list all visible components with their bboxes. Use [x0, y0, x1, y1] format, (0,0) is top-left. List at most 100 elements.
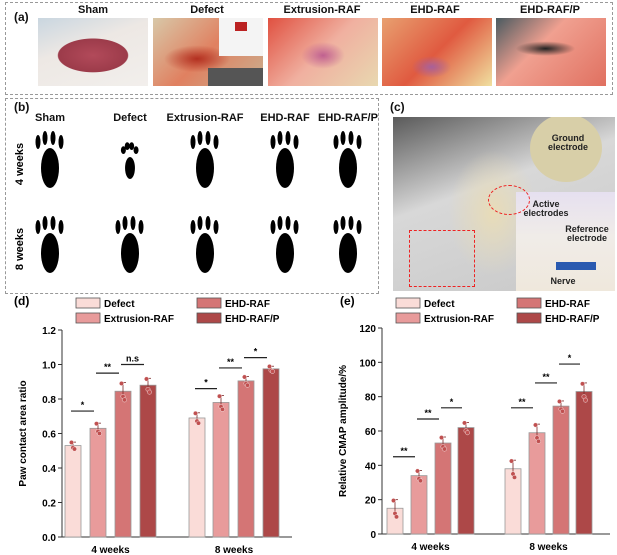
- x-tick-label: 8 weeks: [529, 542, 568, 553]
- bar: [139, 384, 157, 538]
- significance-label: *: [450, 397, 454, 407]
- data-point: [220, 406, 225, 412]
- highlight-box: [409, 230, 475, 287]
- y-tick-label: 1.0: [42, 361, 56, 372]
- y-tick-label: 60: [365, 427, 377, 438]
- paw-prints: [35, 131, 362, 273]
- data-point: [122, 397, 127, 403]
- photo-defect: [153, 18, 263, 86]
- paw-print: [115, 216, 144, 273]
- data-point: [69, 440, 74, 445]
- label-reference-electrode: Reference electrode: [565, 224, 609, 244]
- data-point: [119, 381, 124, 386]
- panel-b-frame: [5, 98, 379, 294]
- legend-swatch: [75, 312, 101, 324]
- y-tick-label: 1.2: [42, 326, 56, 337]
- significance-label: *: [254, 347, 258, 357]
- bar: [575, 391, 593, 535]
- paw-print: [270, 131, 299, 188]
- paw-pad: [196, 148, 214, 188]
- significance-label: **: [424, 408, 432, 418]
- significance-label: n.s: [126, 354, 139, 364]
- title-sham: Sham: [78, 4, 108, 16]
- paw-toe: [293, 135, 299, 149]
- data-point: [442, 446, 447, 452]
- y-tick-label: 100: [359, 358, 376, 369]
- data-point: [193, 410, 198, 416]
- bar: [212, 402, 230, 538]
- title-extrusion: Extrusion-RAF: [283, 4, 361, 16]
- charts: (d) 0.0 0.2 0.4 0.6 0.8 1.0 1.2 Paw contact area…: [14, 295, 610, 555]
- paw-print: [270, 216, 299, 273]
- legend-swatch: [395, 297, 421, 309]
- panel-b-label: (b): [14, 100, 30, 114]
- legend-swatch: [196, 312, 222, 324]
- y-tick-label: 0.6: [42, 430, 56, 441]
- legend-swatch: [75, 297, 101, 309]
- bar: [528, 432, 546, 535]
- bar: [262, 368, 280, 538]
- paw-toe: [213, 220, 219, 234]
- paw-toe: [138, 220, 144, 234]
- paw-toe: [285, 216, 291, 230]
- panel-c-label: (c): [390, 100, 405, 114]
- data-point: [580, 381, 585, 387]
- significance-label: **: [518, 397, 526, 407]
- paw-toe: [285, 131, 291, 145]
- y-tick-label: 0.4: [42, 464, 56, 475]
- data-point: [270, 369, 275, 374]
- paw-toe: [58, 220, 64, 234]
- ruler: [208, 68, 263, 86]
- data-point: [147, 389, 152, 395]
- panel-a-frame: [5, 2, 613, 95]
- data-point: [394, 514, 399, 520]
- paw-toe: [190, 135, 196, 149]
- bar: [552, 405, 570, 535]
- data-point: [94, 421, 99, 427]
- significance-label: **: [227, 357, 235, 367]
- y-axis-label: Paw contact area ratio: [18, 380, 29, 486]
- bar: [89, 427, 107, 538]
- paw-pad: [276, 233, 294, 273]
- bar: [188, 417, 206, 538]
- paw-toe: [124, 142, 130, 150]
- data-point: [415, 468, 420, 474]
- photo-ehd-raf: [382, 18, 492, 86]
- photo-cmap-setup: Ground electrode Active electrodes Refer…: [393, 117, 615, 291]
- paw-toe: [197, 131, 203, 145]
- y-tick-label: 40: [365, 461, 377, 472]
- paw-toe: [190, 220, 196, 234]
- panel-a-label: (a): [14, 10, 29, 24]
- paw-toe: [42, 216, 48, 230]
- photo-sham: [38, 18, 148, 86]
- paw-pad: [339, 233, 357, 273]
- paw-toe: [35, 220, 41, 234]
- paw-toe: [50, 216, 56, 230]
- bar: [64, 445, 82, 538]
- paw-print: [35, 131, 64, 188]
- panel-label: (e): [340, 295, 355, 308]
- paw-toe: [133, 146, 139, 154]
- paw-pad: [339, 148, 357, 188]
- y-tick-label: 0.2: [42, 499, 56, 510]
- y-tick-label: 0.8: [42, 395, 56, 406]
- chart-e: (e) 0 20 40 60 80 100 120 Relative CMAP amplitud…: [338, 295, 610, 553]
- data-point: [418, 478, 423, 484]
- data-point: [217, 393, 222, 399]
- paw-toe: [270, 135, 276, 149]
- y-tick-label: 0.0: [42, 533, 56, 544]
- paw-print: [333, 216, 362, 273]
- paw-toe: [348, 131, 354, 145]
- significance-label: *: [568, 353, 572, 363]
- paw-print: [120, 142, 139, 179]
- paw-toe: [115, 220, 121, 234]
- data-point: [144, 376, 149, 382]
- label-nerve: Nerve: [550, 276, 576, 286]
- y-tick-label: 0: [370, 530, 376, 541]
- chart-d: (d) 0.0 0.2 0.4 0.6 0.8 1.0 1.2 Paw contact area…: [14, 295, 292, 555]
- data-point: [72, 446, 77, 452]
- legend-swatch: [516, 312, 542, 324]
- paw-toe: [122, 216, 128, 230]
- paw-toe: [130, 216, 136, 230]
- title-ehdp: EHD-RAF/P: [520, 4, 580, 16]
